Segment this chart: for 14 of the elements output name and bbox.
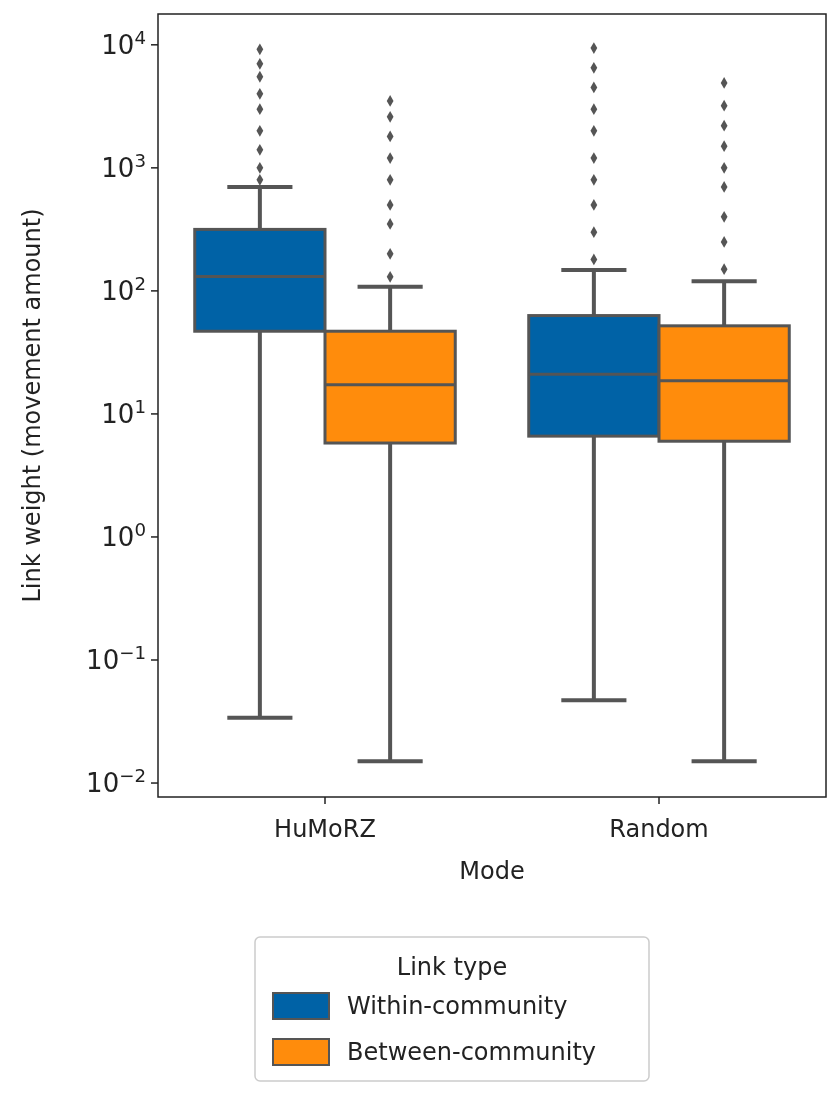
y-tick-label: 10$^{1}$ [101,395,146,430]
x-tick-label: HuMoRZ [274,815,376,843]
legend-title: Link type [396,953,508,981]
y-tick-label: 10$^{3}$ [101,149,146,183]
x-tick-label: Random [609,815,709,843]
y-tick-label: 10$^{0}$ [101,518,146,553]
y-tick-label: 10$^{−1}$ [86,641,146,676]
legend-label: Between-community [347,1038,597,1067]
y-tick-label: 10$^{4}$ [101,26,146,60]
y-axis-title: Link weight (movement amount) [18,208,46,603]
x-axis-title: Mode [459,857,525,885]
y-tick-label: 10$^{−2}$ [86,764,146,799]
legend-label: Within-community [347,992,568,1021]
y-tick-label: 10$^{2}$ [101,272,146,306]
